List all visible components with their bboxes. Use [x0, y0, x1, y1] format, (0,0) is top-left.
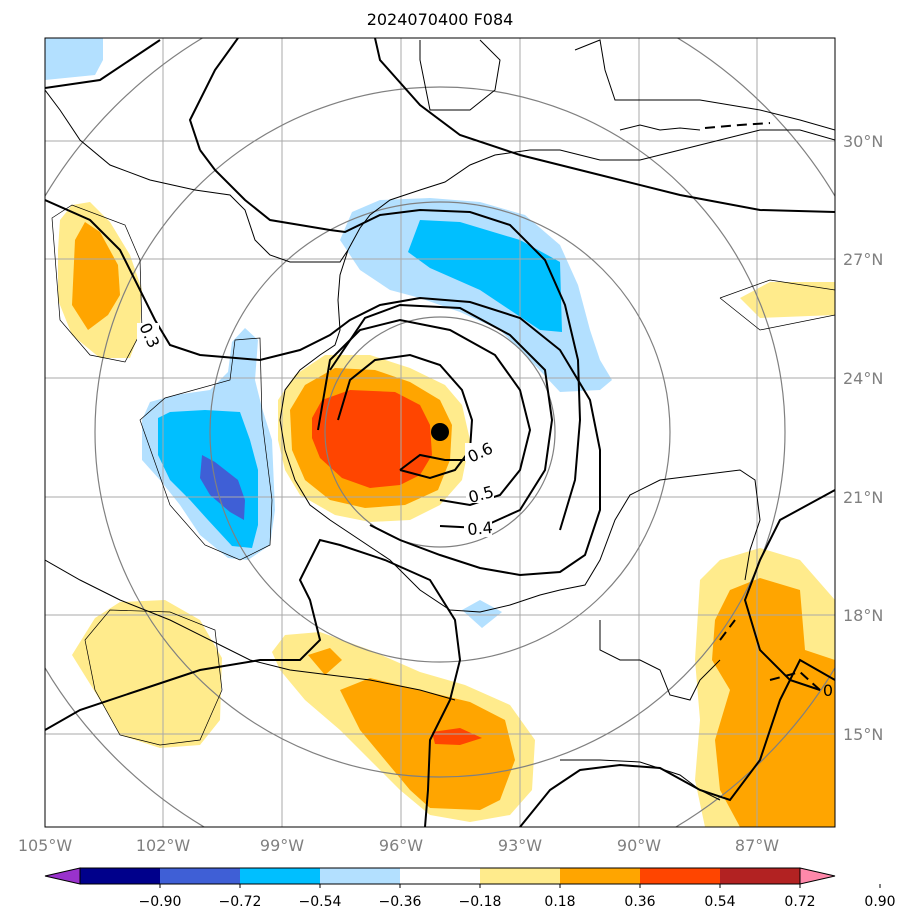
- lat-label: 21°N: [843, 488, 883, 507]
- colorbar-tick-label: −0.36: [379, 894, 422, 910]
- lon-label: 99°W: [260, 836, 304, 855]
- lon-label: 102°W: [136, 836, 191, 855]
- colorbar-tick-label: 0.72: [784, 894, 815, 910]
- lat-label: 18°N: [843, 606, 883, 625]
- colorbar: −0.90 −0.72 −0.54 −0.36 −0.18 0.18 0.36 0.54 0.7…: [44, 867, 896, 910]
- pos-field-west-core: [72, 222, 120, 330]
- pos-field-south-small: [308, 648, 342, 675]
- storm-center-marker: [431, 423, 449, 441]
- colorbar-tick-label: −0.18: [459, 894, 502, 910]
- colorbar-swatch: [720, 868, 800, 884]
- colorbar-swatch: [640, 868, 720, 884]
- colorbar-frame: [79, 867, 801, 885]
- lon-label: 93°W: [498, 836, 542, 855]
- pos-field-south-mid: [340, 678, 515, 810]
- colorbar-tick-label: −0.54: [299, 894, 342, 910]
- colorbar-swatch: [400, 868, 480, 884]
- colorbar-swatch: [560, 868, 640, 884]
- map-frame: [44, 37, 836, 828]
- figure-title: 2024070400 F084: [367, 10, 514, 29]
- contour-label-0: 0: [823, 681, 833, 700]
- lon-label: 105°W: [18, 836, 73, 855]
- latitude-labels: 30°N 27°N 24°N 21°N 18°N 15°N: [843, 132, 883, 744]
- lon-label: 87°W: [735, 836, 779, 855]
- pos-field-east: [740, 282, 835, 318]
- lat-label: 24°N: [843, 369, 883, 388]
- filled-fields: [45, 38, 835, 827]
- lat-label: 27°N: [843, 250, 883, 269]
- lat-label: 15°N: [843, 725, 883, 744]
- neg-field-northgulf: [340, 198, 612, 392]
- neg-field-topleft: [45, 38, 103, 80]
- neg-field-campeche: [462, 600, 502, 628]
- pos-field-southwest: [72, 600, 222, 748]
- colorbar-tick-label: 0.90: [864, 894, 895, 910]
- contour-label-04: 0.4: [467, 518, 494, 539]
- lat-label: 30°N: [843, 132, 883, 151]
- pos-field-storm-core: [312, 390, 432, 488]
- colorbar-swatch: [160, 868, 240, 884]
- pos-field-southeast-mid: [712, 578, 835, 827]
- lon-label: 96°W: [379, 836, 423, 855]
- range-rings: [45, 38, 835, 827]
- dashed-contours: [704, 122, 821, 691]
- colorbar-tick-label: 0.36: [624, 894, 655, 910]
- colorbar-tick-label: −0.72: [219, 894, 262, 910]
- colorbar-swatch: [480, 868, 560, 884]
- longitude-labels: 105°W 102°W 99°W 96°W 93°W 90°W 87°W: [18, 836, 779, 855]
- colorbar-tick-label: −0.90: [139, 894, 182, 910]
- colorbar-swatch: [320, 868, 400, 884]
- colorbar-tick-label: 0.18: [544, 894, 575, 910]
- colorbar-swatch: [240, 868, 320, 884]
- neg-field-mexico-dark: [200, 455, 245, 520]
- lon-label: 90°W: [617, 836, 661, 855]
- colorbar-swatch: [80, 868, 160, 884]
- coastlines: [45, 39, 835, 801]
- map-panel: 0.6 0.5 0.4 0.3 0: [45, 38, 835, 827]
- pos-field-south-core: [432, 728, 482, 745]
- colorbar-extension-high: [799, 867, 836, 885]
- colorbar-tick-label: 0.54: [704, 894, 735, 910]
- neg-field-northgulf-core: [408, 220, 562, 332]
- colorbar-extension-low: [44, 867, 81, 885]
